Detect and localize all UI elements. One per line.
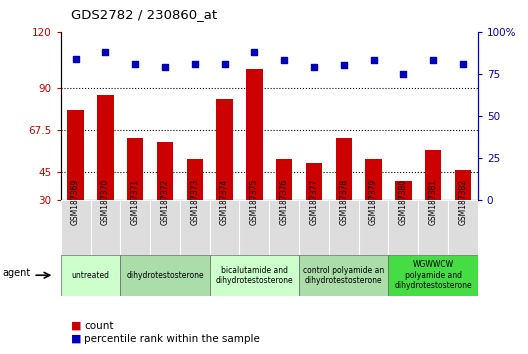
Bar (359, 200, 389, 255)
Bar (61, 255, 120, 296)
Text: ■: ■ (71, 321, 82, 331)
Bar (240, 200, 269, 255)
Bar (425, 149, 441, 200)
Text: WGWWCW
polyamide and
dihydrotestosterone: WGWWCW polyamide and dihydrotestosterone (394, 260, 472, 290)
Bar (448, 200, 478, 255)
Text: count: count (84, 321, 114, 331)
Bar (389, 255, 478, 296)
Bar (157, 142, 173, 200)
Bar (180, 200, 210, 255)
Bar (150, 200, 180, 255)
Bar (186, 159, 203, 200)
Text: GSM187370: GSM187370 (101, 178, 110, 225)
Point (429, 58, 437, 63)
Text: GSM187381: GSM187381 (429, 179, 438, 225)
Bar (269, 200, 299, 255)
Bar (418, 200, 448, 255)
Text: dihydrotestosterone: dihydrotestosterone (126, 271, 204, 280)
Bar (120, 200, 150, 255)
Bar (90, 200, 120, 255)
Text: GDS2782 / 230860_at: GDS2782 / 230860_at (71, 8, 218, 21)
Text: control polyamide an
dihydrotestosterone: control polyamide an dihydrotestosterone (303, 266, 384, 285)
Point (310, 64, 318, 70)
Point (101, 49, 110, 55)
Text: GSM187378: GSM187378 (340, 178, 348, 225)
Bar (97, 95, 114, 200)
Text: GSM187369: GSM187369 (71, 178, 80, 225)
Text: GSM187374: GSM187374 (220, 178, 229, 225)
Bar (276, 159, 293, 200)
Text: GSM187373: GSM187373 (190, 178, 199, 225)
Bar (127, 138, 144, 200)
Bar (389, 200, 418, 255)
Bar (395, 181, 411, 200)
Bar (365, 159, 382, 200)
Text: agent: agent (3, 268, 31, 278)
Text: GSM187375: GSM187375 (250, 178, 259, 225)
Bar (210, 255, 299, 296)
Bar (336, 138, 352, 200)
Bar (120, 255, 210, 296)
Bar (329, 200, 359, 255)
Text: bicalutamide and
dihydrotestosterone: bicalutamide and dihydrotestosterone (215, 266, 293, 285)
Point (161, 64, 169, 70)
Text: GSM187377: GSM187377 (309, 178, 318, 225)
Bar (306, 162, 322, 200)
Bar (246, 69, 262, 200)
Text: ■: ■ (71, 334, 82, 344)
Point (250, 49, 259, 55)
Point (191, 61, 199, 67)
Point (459, 61, 467, 67)
Text: untreated: untreated (71, 271, 109, 280)
Text: GSM187371: GSM187371 (131, 178, 140, 225)
Bar (299, 200, 329, 255)
Text: GSM187372: GSM187372 (161, 178, 169, 225)
Bar (68, 110, 84, 200)
Bar (299, 255, 389, 296)
Text: GSM187380: GSM187380 (399, 178, 408, 225)
Bar (216, 99, 233, 200)
Point (280, 58, 288, 63)
Text: GSM187379: GSM187379 (369, 178, 378, 225)
Point (220, 61, 229, 67)
Point (370, 58, 378, 63)
Bar (210, 200, 240, 255)
Point (131, 61, 139, 67)
Point (71, 56, 80, 62)
Text: GSM187382: GSM187382 (458, 179, 467, 225)
Bar (455, 170, 471, 200)
Text: GSM187376: GSM187376 (280, 178, 289, 225)
Point (399, 71, 408, 77)
Text: percentile rank within the sample: percentile rank within the sample (84, 334, 260, 344)
Bar (61, 200, 90, 255)
Point (340, 63, 348, 68)
